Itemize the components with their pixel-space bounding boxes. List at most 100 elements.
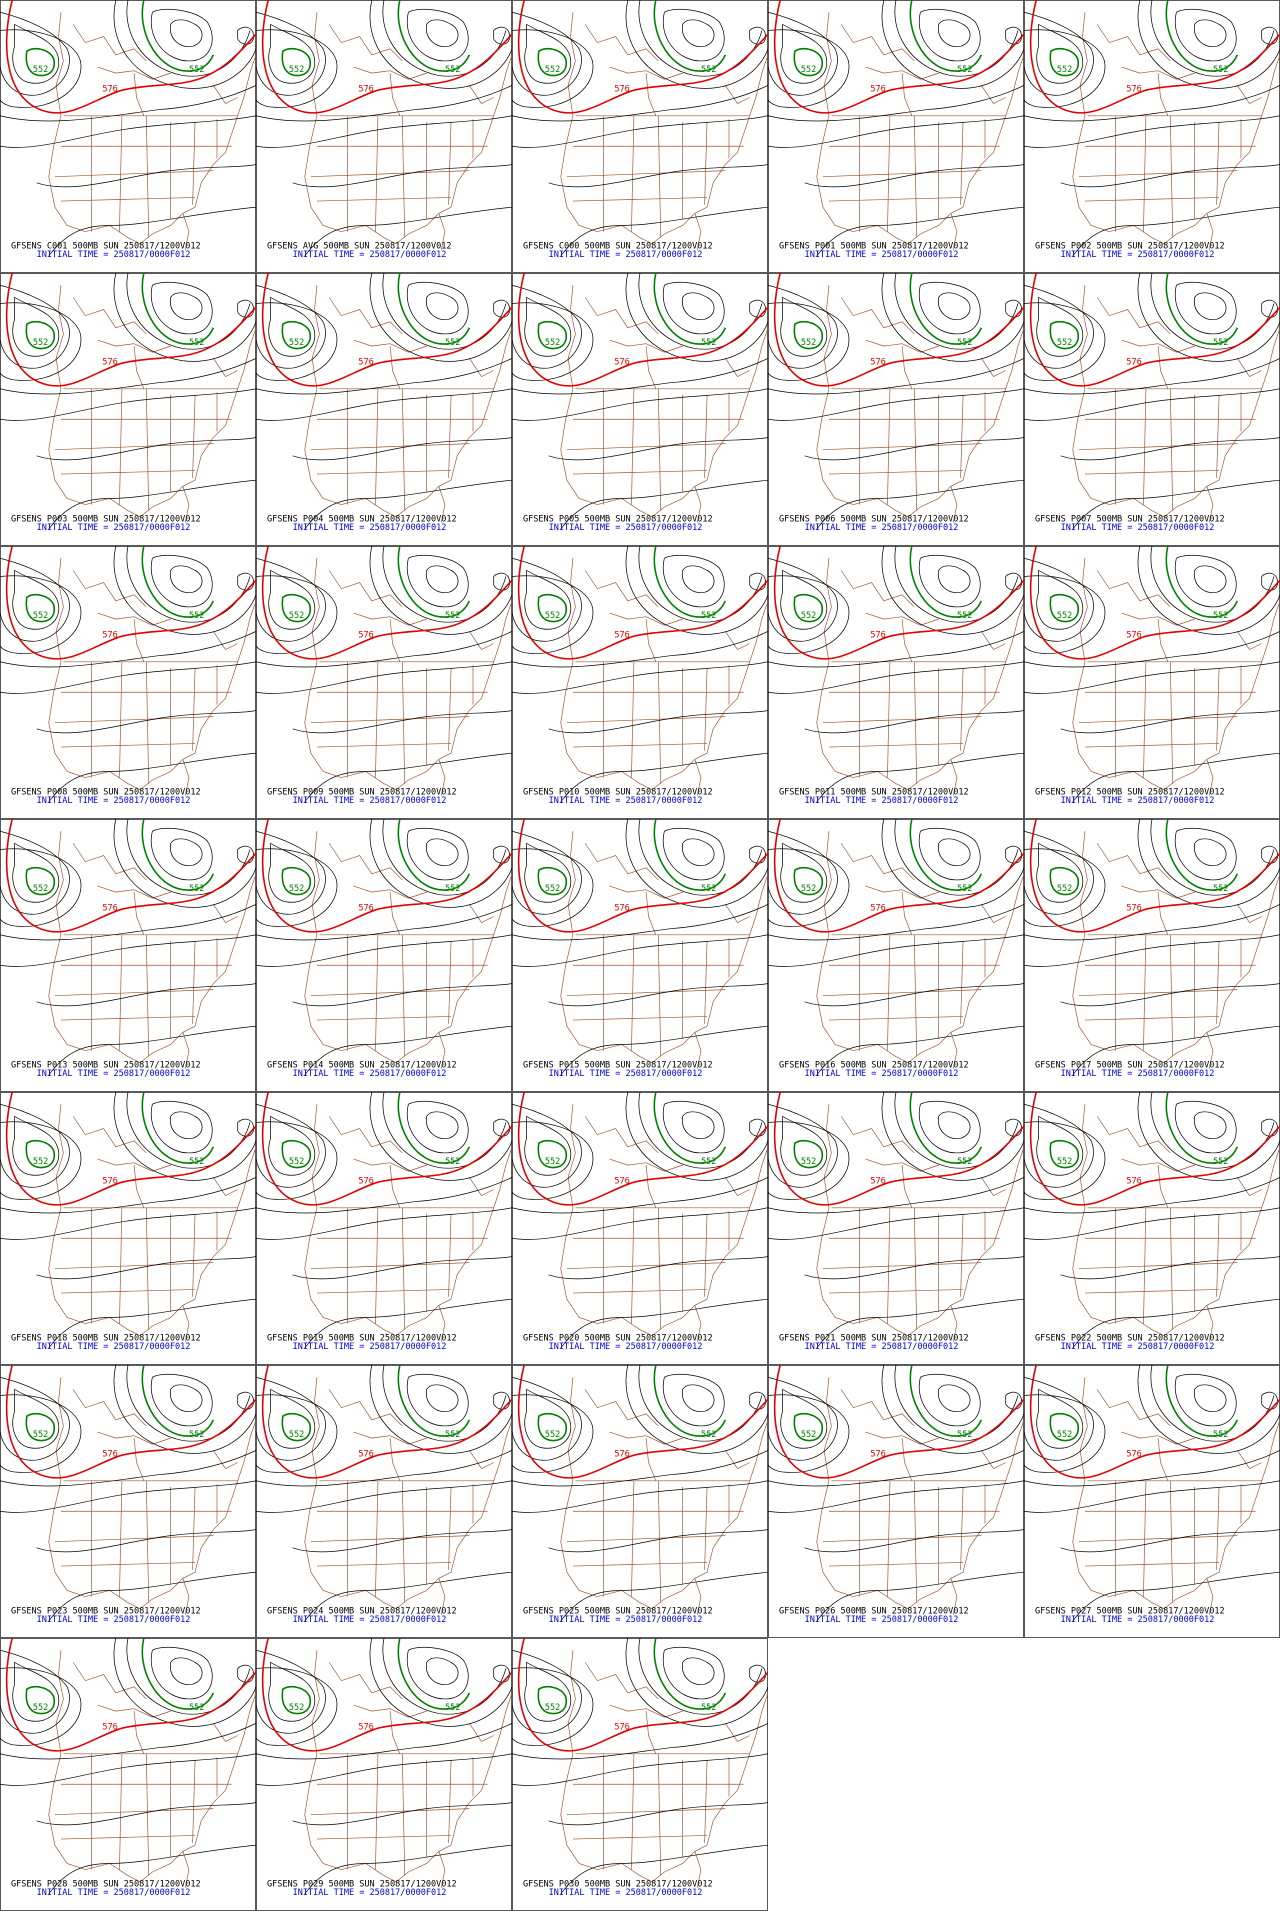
border-line: [310, 170, 470, 178]
border-line: [97, 339, 171, 353]
height-contour: [292, 437, 512, 461]
contour-552: [397, 1638, 471, 1710]
border-line: [1109, 752, 1220, 791]
height-contour: [256, 1449, 512, 1487]
initial-time: INITIAL TIME = 250817/0000F012: [37, 1069, 191, 1079]
height-contour: [256, 1207, 512, 1240]
height-contour: [625, 819, 768, 908]
contour-552: [25, 1412, 56, 1442]
height-contour: [12, 1661, 60, 1722]
border-line: [657, 115, 662, 238]
contour-label: 552: [801, 1157, 816, 1167]
contour-552: [537, 47, 568, 77]
height-contour: [1137, 819, 1280, 908]
border-line: [341, 1844, 452, 1883]
contour-552: [537, 593, 568, 623]
map-panel: 552 576 552 GFSENS P022 500MB SUN 250817/12…: [1024, 1092, 1280, 1365]
contour-552: [141, 546, 215, 618]
contour-576: [1029, 1365, 1280, 1479]
height-contour: [256, 934, 512, 967]
map: 552 576 552 GFSENS P003 500MB SUN 250817/12…: [0, 273, 256, 546]
height-contour: [662, 1647, 725, 1700]
border-line: [645, 1711, 657, 1754]
height-contour: [304, 1025, 512, 1076]
height-contour: [0, 388, 256, 421]
contour-552: [1165, 273, 1239, 345]
border-line: [913, 388, 918, 511]
border-line: [60, 1835, 196, 1840]
border-line: [401, 388, 406, 511]
height-contour: [524, 569, 572, 630]
height-contour: [1036, 569, 1084, 630]
border-line: [316, 1016, 452, 1021]
border-line: [887, 934, 891, 1051]
height-contour: [1036, 842, 1084, 903]
height-contour: [548, 983, 768, 1007]
height-contour: [304, 206, 512, 257]
height-contour: [804, 710, 1024, 734]
height-contour: [48, 1844, 256, 1895]
contour-label: 552: [289, 1157, 304, 1167]
height-contour: [1024, 848, 1106, 927]
map-panel: 552 576 552 GFSENS P010 500MB SUN 250817/12…: [512, 546, 768, 819]
border-line: [1216, 1213, 1220, 1297]
border-line: [1143, 1207, 1147, 1324]
contour-label: 552: [1057, 611, 1072, 621]
panel-title: GFSENS P019 500MB SUN 250817/1200V012: [267, 1334, 457, 1344]
height-contour: [1137, 546, 1280, 635]
border-line: [133, 619, 145, 662]
contour-552: [25, 320, 56, 350]
map-panel: 552 576 552 GFSENS P014 500MB SUN 250817/12…: [256, 819, 512, 1092]
height-contour: [369, 1092, 512, 1181]
height-contour: [512, 1480, 768, 1513]
border-line: [341, 752, 452, 791]
height-contour: [816, 1298, 1024, 1349]
contour-label: 552: [1057, 1430, 1072, 1440]
border-line: [450, 873, 512, 1027]
contour-label: 552: [289, 338, 304, 348]
border-line: [48, 558, 86, 778]
border-line: [194, 600, 256, 754]
border-line: [1206, 1305, 1214, 1342]
border-line: [316, 743, 452, 748]
contour-552: [1165, 1092, 1239, 1164]
height-contour: [0, 903, 256, 941]
contour-576: [773, 1092, 1024, 1206]
border-line: [60, 743, 196, 748]
height-contour: [1072, 1298, 1280, 1349]
contour-label: 552: [1213, 65, 1228, 75]
border-line: [192, 940, 196, 1024]
height-contour: [1036, 1115, 1084, 1176]
panel-title: GFSENS P024 500MB SUN 250817/1200V012: [267, 1607, 457, 1617]
border-line: [1072, 831, 1110, 1051]
border-line: [353, 1704, 427, 1718]
border-line: [1109, 1025, 1220, 1064]
border-line: [840, 843, 915, 881]
height-contour: [406, 9, 469, 62]
panel-title: GFSENS P027 500MB SUN 250817/1200V012: [1035, 1607, 1225, 1617]
initial-time: INITIAL TIME = 250817/0000F012: [37, 250, 191, 260]
map: 552 576 552 GFSENS P010 500MB SUN 250817/12…: [512, 546, 768, 819]
contour-552: [909, 273, 983, 345]
border-line: [119, 934, 123, 1051]
border-line: [1206, 759, 1214, 796]
height-contour: [768, 830, 838, 915]
border-line: [304, 1650, 342, 1870]
height-contour: [0, 84, 256, 122]
border-line: [213, 1177, 238, 1197]
height-contour: [48, 479, 256, 530]
border-line: [469, 904, 494, 924]
height-contour: [113, 819, 256, 908]
border-line: [566, 1262, 726, 1270]
height-contour: [938, 292, 971, 321]
height-contour: [256, 1480, 512, 1513]
border-line: [1206, 1578, 1214, 1615]
border-line: [887, 661, 891, 778]
contour-label: 552: [445, 611, 460, 621]
initial-time: INITIAL TIME = 250817/0000F012: [805, 1615, 959, 1625]
contour-label: 552: [1213, 338, 1228, 348]
border-line: [1237, 631, 1262, 651]
contour-552: [793, 866, 824, 896]
border-line: [694, 1851, 702, 1888]
height-contour: [512, 388, 768, 421]
